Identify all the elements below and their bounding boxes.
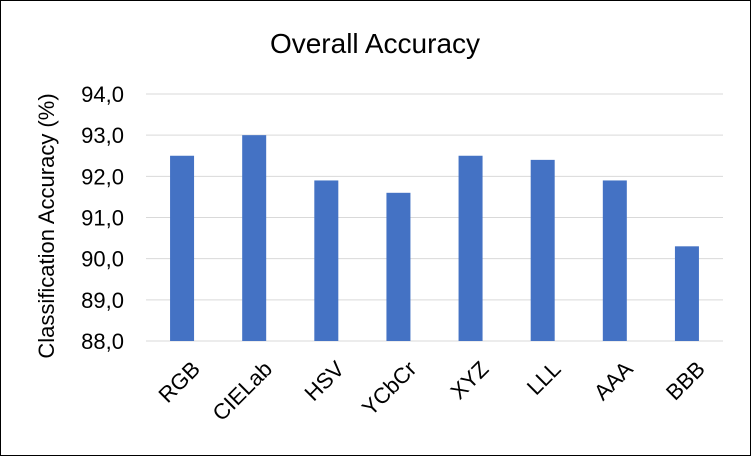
grid-lines bbox=[146, 93, 723, 342]
chart-title: Overall Accuracy bbox=[270, 28, 480, 59]
bar-rgb bbox=[170, 155, 195, 341]
x-tick-label: YCbCr bbox=[357, 356, 421, 420]
bar-lll bbox=[530, 159, 555, 341]
bar-cielab bbox=[242, 135, 267, 341]
bar-aaa bbox=[602, 180, 627, 341]
y-tick-label: 91,0 bbox=[81, 206, 124, 231]
x-tick-labels: RGB CIELab HSV YCbCr XYZ LLL AAA BBB bbox=[154, 356, 710, 426]
bar-hsv bbox=[314, 180, 339, 341]
y-tick-label: 88,0 bbox=[81, 329, 124, 354]
x-tick-label: CIELab bbox=[207, 356, 277, 426]
x-tick-label: LLL bbox=[522, 356, 566, 400]
x-tick-label: BBB bbox=[661, 356, 710, 405]
y-tick-label: 90,0 bbox=[81, 247, 124, 272]
y-tick-label: 89,0 bbox=[81, 288, 124, 313]
y-tick-labels: 88,0 89,0 90,0 91,0 92,0 93,0 94,0 bbox=[81, 82, 124, 354]
bars bbox=[170, 135, 699, 341]
y-tick-label: 94,0 bbox=[81, 82, 124, 107]
x-tick-label: HSV bbox=[299, 356, 349, 406]
bar-bbb bbox=[674, 246, 699, 341]
bar-xyz bbox=[458, 155, 483, 341]
y-axis-title: Classification Accuracy (%) bbox=[34, 93, 59, 358]
x-tick-label: RGB bbox=[154, 356, 205, 407]
bar-ycbcr bbox=[386, 192, 411, 341]
y-tick-label: 93,0 bbox=[81, 123, 124, 148]
x-tick-label: XYZ bbox=[445, 356, 493, 404]
x-tick-label: AAA bbox=[589, 356, 638, 405]
y-tick-label: 92,0 bbox=[81, 164, 124, 189]
